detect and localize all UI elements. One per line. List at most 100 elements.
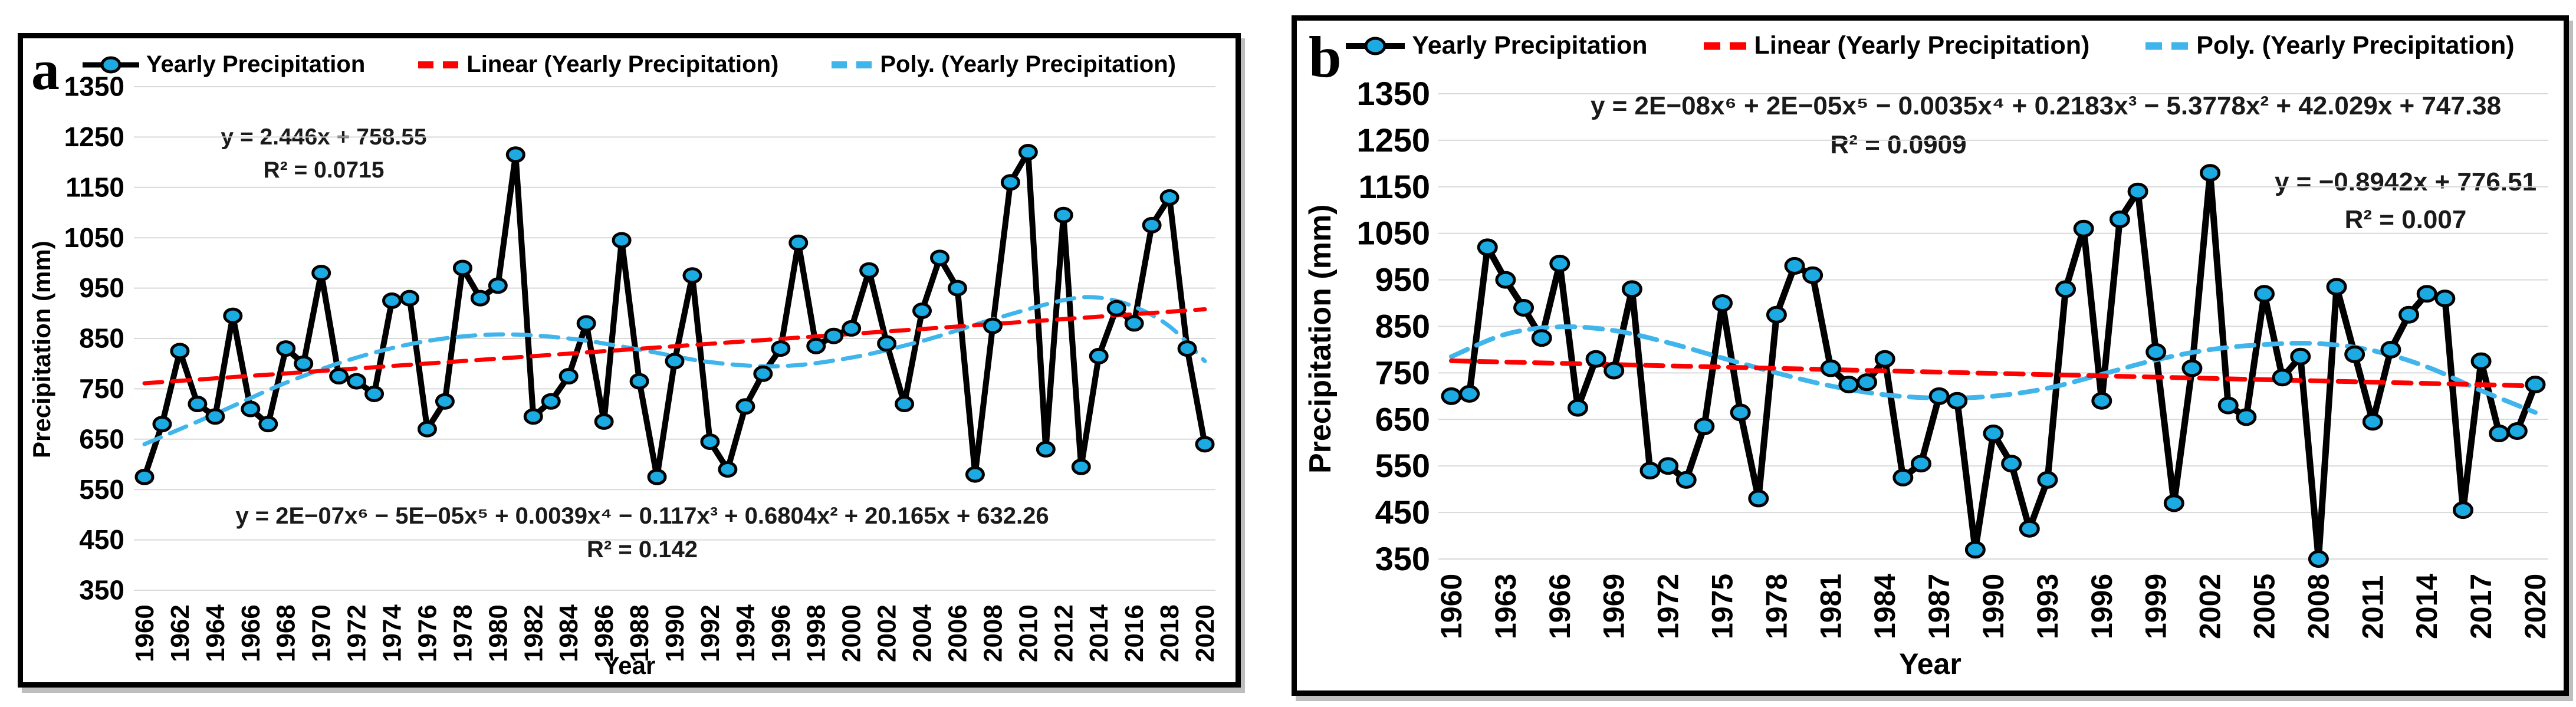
linear-trendline — [1449, 358, 2538, 389]
svg-text:1986: 1986 — [590, 604, 619, 662]
svg-text:1350: 1350 — [1356, 75, 1430, 112]
legend-b: Yearly Precipitation Linear (Yearly Prec… — [1297, 31, 2564, 60]
svg-text:450: 450 — [1375, 494, 1430, 531]
x-tick-labels: 1960 1962 1964 1966 1968 1970 1972 1974 1976 1978… — [130, 604, 1220, 662]
svg-text:650: 650 — [79, 423, 124, 454]
svg-text:1050: 1050 — [1356, 215, 1430, 252]
svg-text:850: 850 — [79, 323, 124, 354]
svg-text:2004: 2004 — [908, 604, 937, 662]
poly-equation-b-line2: R² = 0.0909 — [1830, 130, 1967, 159]
legend-label: Poly. (Yearly Precipitation) — [2196, 31, 2515, 60]
red-dash-icon — [418, 61, 460, 69]
svg-text:1984: 1984 — [554, 604, 583, 662]
svg-text:550: 550 — [79, 474, 124, 505]
svg-text:750: 750 — [79, 373, 124, 404]
svg-text:1964: 1964 — [201, 604, 230, 662]
svg-text:1978: 1978 — [448, 604, 477, 662]
svg-text:2014: 2014 — [1085, 604, 1113, 662]
svg-text:1999: 1999 — [2140, 574, 2173, 639]
legend-a: Yearly Precipitation Linear (Yearly Prec… — [23, 51, 1236, 78]
svg-text:1987: 1987 — [1923, 574, 1956, 639]
svg-text:1970: 1970 — [307, 604, 336, 662]
svg-text:1972: 1972 — [343, 604, 372, 662]
svg-text:2014: 2014 — [2410, 574, 2443, 639]
svg-text:1150: 1150 — [1359, 168, 1431, 205]
svg-text:1984: 1984 — [1868, 574, 1901, 639]
plot-area-a: 1350125011501050950850750650550450350196… — [64, 71, 1220, 662]
panel-label-a: a — [31, 38, 60, 101]
legend-label: Yearly Precipitation — [146, 51, 366, 77]
plot-area-b: 1350125011501050950850750650550450350196… — [1356, 75, 2552, 639]
svg-text:950: 950 — [79, 272, 124, 303]
svg-text:1972: 1972 — [1652, 574, 1685, 639]
legend-item-series: Yearly Precipitation — [1346, 31, 1648, 60]
svg-text:1963: 1963 — [1489, 574, 1522, 639]
data-point-markers — [134, 144, 1215, 485]
svg-text:1966: 1966 — [236, 604, 265, 662]
svg-text:1988: 1988 — [625, 604, 654, 662]
gridlines — [134, 86, 1215, 591]
legend-label: Poly. (Yearly Precipitation) — [880, 51, 1176, 77]
svg-text:1994: 1994 — [731, 604, 760, 662]
svg-text:1993: 1993 — [2031, 574, 2064, 639]
svg-text:1990: 1990 — [1977, 574, 2010, 639]
legend-item-series: Yearly Precipitation — [83, 51, 365, 78]
svg-text:550: 550 — [1375, 447, 1430, 484]
svg-text:2020: 2020 — [2519, 574, 2552, 639]
linear-equation-b: y = −0.8942x + 776.51 R² = 0.007 — [2274, 167, 2537, 234]
gridlines — [1438, 93, 2548, 560]
series-line-marker-icon — [1346, 35, 1405, 57]
legend-label: Yearly Precipitation — [1412, 31, 1648, 60]
svg-text:1966: 1966 — [1543, 574, 1576, 639]
svg-text:1998: 1998 — [802, 604, 831, 662]
svg-text:850: 850 — [1375, 308, 1430, 345]
svg-text:2010: 2010 — [1014, 604, 1043, 662]
svg-text:2002: 2002 — [2194, 574, 2227, 639]
panel-label-b: b — [1309, 24, 1342, 90]
poly-equation-a: y = 2E−07x⁶ − 5E−05x⁵ + 0.0039x⁴ − 0.117… — [235, 503, 1049, 563]
svg-text:1250: 1250 — [64, 121, 124, 152]
svg-text:1975: 1975 — [1706, 574, 1739, 639]
y-tick-labels: 1350 1250 1150 1050 950 850 750 650 550 450 350 — [1356, 75, 1430, 577]
chart-panel-a: a Yearly Precipitation Linear (Yearly Pr… — [18, 33, 1241, 688]
legend-item-linear: Linear (Yearly Precipitation) — [418, 51, 778, 78]
svg-text:1050: 1050 — [64, 222, 124, 253]
x-axis-title-b: Year — [1899, 647, 1961, 680]
svg-text:2016: 2016 — [1120, 604, 1149, 662]
svg-text:2017: 2017 — [2465, 574, 2498, 639]
svg-text:1996: 1996 — [767, 604, 796, 662]
legend-label: Linear (Yearly Precipitation) — [466, 51, 779, 77]
x-axis-title-a: Year — [603, 652, 656, 679]
svg-text:2018: 2018 — [1155, 604, 1184, 662]
svg-text:2005: 2005 — [2248, 574, 2281, 639]
svg-text:1974: 1974 — [378, 604, 407, 662]
red-dash-icon — [1703, 42, 1747, 50]
x-tick-labels: 1960 1963 1966 1969 1972 1975 1978 1981 1984 1987… — [1435, 574, 2552, 639]
chart-panel-b: b Yearly Precipitation Linear (Yearly Pr… — [1292, 15, 2569, 696]
svg-text:2006: 2006 — [943, 604, 972, 662]
linear-trendline — [142, 307, 1207, 386]
legend-item-linear: Linear (Yearly Precipitation) — [1703, 31, 2089, 60]
svg-text:1992: 1992 — [696, 604, 725, 662]
poly-equation-b-line1: y = 2E−08x⁶ + 2E−05x⁵ − 0.0035x⁴ + 0.218… — [1590, 91, 2502, 120]
poly-trendline — [142, 295, 1207, 446]
svg-text:1976: 1976 — [413, 604, 442, 662]
svg-text:1960: 1960 — [1435, 574, 1468, 639]
svg-text:1962: 1962 — [166, 604, 195, 662]
svg-text:1978: 1978 — [1760, 574, 1793, 639]
svg-text:2008: 2008 — [2302, 574, 2335, 639]
svg-text:2020: 2020 — [1191, 604, 1220, 662]
svg-text:350: 350 — [79, 575, 124, 606]
svg-text:1960: 1960 — [130, 604, 159, 662]
legend-item-poly: Poly. (Yearly Precipitation) — [2145, 31, 2515, 60]
y-tick-labels: 1350 1250 1150 1050 950 850 750 650 550 450 350 — [64, 71, 124, 606]
blue-dash-icon — [832, 61, 873, 69]
yearly-precipitation-line — [142, 149, 1208, 480]
svg-text:1968: 1968 — [272, 604, 301, 662]
svg-text:2002: 2002 — [873, 604, 902, 662]
svg-text:1982: 1982 — [519, 604, 548, 662]
svg-text:1250: 1250 — [1356, 121, 1430, 159]
svg-text:1350: 1350 — [64, 71, 124, 102]
svg-text:950: 950 — [1375, 261, 1430, 298]
svg-text:2012: 2012 — [1049, 604, 1078, 662]
